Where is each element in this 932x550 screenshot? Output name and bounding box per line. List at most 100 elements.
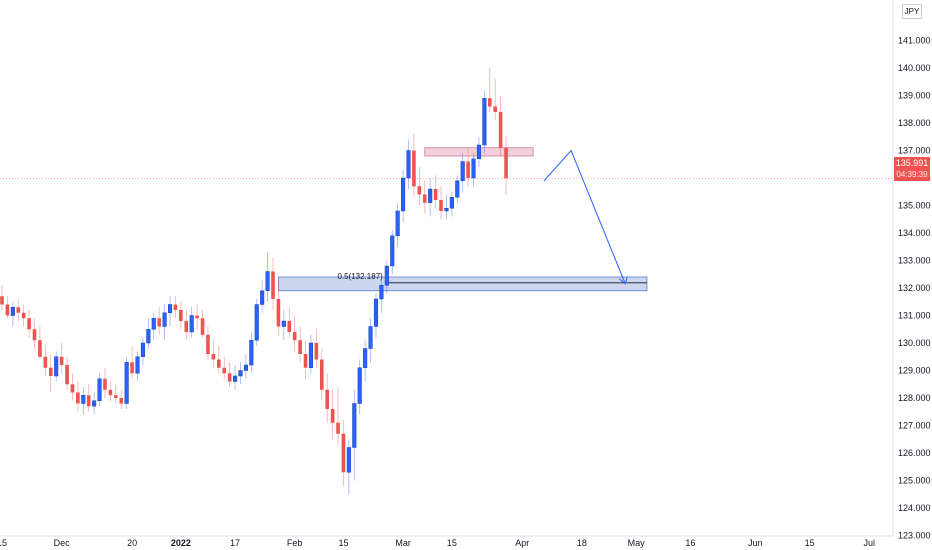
candle-body <box>466 161 470 178</box>
currency-badge[interactable]: JPY <box>902 4 922 19</box>
candle-body <box>341 433 346 473</box>
candle-body <box>373 298 379 327</box>
candle-body <box>92 400 97 407</box>
x-tick-label: 15 <box>805 538 815 548</box>
candle-body <box>265 271 270 291</box>
candle-body <box>308 342 313 368</box>
x-tick-label: 18 <box>577 538 587 548</box>
candle-body <box>173 304 178 310</box>
y-tick-label: 128.000 <box>898 393 931 403</box>
candle-body <box>368 326 373 349</box>
x-tick-label: Feb <box>287 538 303 548</box>
candle-body <box>298 340 302 354</box>
x-tick-label: 20 <box>127 538 137 548</box>
candle-body <box>395 210 400 236</box>
demand-zone-rectangle <box>278 276 648 292</box>
candle-body <box>211 354 216 360</box>
y-tick-label: 141.000 <box>898 36 931 46</box>
candle-body <box>27 318 31 330</box>
candles-group <box>0 68 508 495</box>
x-tick-label: Apr <box>515 538 529 548</box>
candle-body <box>43 356 48 368</box>
candle-body <box>498 112 503 148</box>
candle-body <box>81 395 86 404</box>
x-tick-label: 15 <box>0 538 7 548</box>
y-tick-label: 138.000 <box>898 118 931 128</box>
projection-path <box>543 149 626 285</box>
candle-body <box>59 356 64 365</box>
candle-body <box>449 197 454 209</box>
candle-body <box>357 367 362 404</box>
candle-body <box>21 312 26 319</box>
candle-body <box>65 365 69 385</box>
candle-body <box>10 307 15 316</box>
candle-body <box>363 348 368 368</box>
candle-body <box>439 200 443 211</box>
x-tick-label: 2022 <box>171 538 191 548</box>
candle-body <box>401 177 406 212</box>
candle-body <box>330 409 335 423</box>
candle-body <box>140 342 145 357</box>
candle-body <box>460 161 465 181</box>
candle-body <box>162 312 167 327</box>
candle-body <box>217 359 221 368</box>
candle-body <box>179 310 183 321</box>
y-tick-label: 137.000 <box>898 146 931 156</box>
candle-body <box>325 389 329 409</box>
candle-body <box>54 356 59 377</box>
x-tick-label: 16 <box>685 538 695 548</box>
candle-body <box>379 285 384 300</box>
y-tick-label: 133.000 <box>898 256 931 266</box>
candle-body <box>48 367 53 376</box>
candle-body <box>336 422 340 434</box>
candle-body <box>200 318 205 335</box>
y-tick-label: 134.000 <box>898 228 931 238</box>
y-tick-label: 140.000 <box>898 63 931 73</box>
candle-body <box>455 180 460 198</box>
current-price-value: 135.991 <box>895 158 929 168</box>
candle-body <box>444 208 449 212</box>
x-tick-label: Mar <box>395 538 411 548</box>
x-tick-label: 15 <box>447 538 457 548</box>
candle-body <box>222 367 227 374</box>
candle-body <box>70 384 75 393</box>
candle-body <box>504 147 508 179</box>
y-tick-label: 126.000 <box>898 448 931 458</box>
y-tick-label: 139.000 <box>898 91 931 101</box>
candle-body <box>16 307 21 313</box>
candle-body <box>157 318 161 327</box>
x-tick-label: 15 <box>338 538 348 548</box>
y-tick-label: 123.000 <box>898 531 931 541</box>
candle-body <box>189 315 194 333</box>
candle-body <box>124 362 129 404</box>
y-tick-label: 135.000 <box>898 201 931 211</box>
candle-body <box>476 144 482 159</box>
candle-body <box>271 271 275 299</box>
candle-body <box>5 304 10 316</box>
candle-body <box>428 188 433 203</box>
candle-body <box>243 364 248 371</box>
candle-body <box>417 186 422 195</box>
candle-body <box>167 304 173 313</box>
x-tick-label: Jun <box>748 538 763 548</box>
candle-body <box>233 375 238 382</box>
candle-body <box>276 299 281 327</box>
candle-body <box>97 378 102 401</box>
candle-body <box>384 265 389 286</box>
candle-body <box>422 194 427 203</box>
candle-body <box>287 321 292 332</box>
candle-body <box>130 362 134 374</box>
candle-body <box>206 334 210 354</box>
candle-body <box>303 354 308 368</box>
candle-body <box>119 398 124 404</box>
candle-body <box>433 189 438 200</box>
y-tick-label: 125.000 <box>898 476 931 486</box>
candle-body <box>281 320 286 327</box>
candle-body <box>238 370 243 377</box>
candle-body <box>38 340 42 357</box>
candle-body <box>151 318 156 330</box>
candle-body <box>135 356 140 374</box>
candle-body <box>260 290 265 305</box>
y-tick-label: 130.000 <box>898 338 931 348</box>
